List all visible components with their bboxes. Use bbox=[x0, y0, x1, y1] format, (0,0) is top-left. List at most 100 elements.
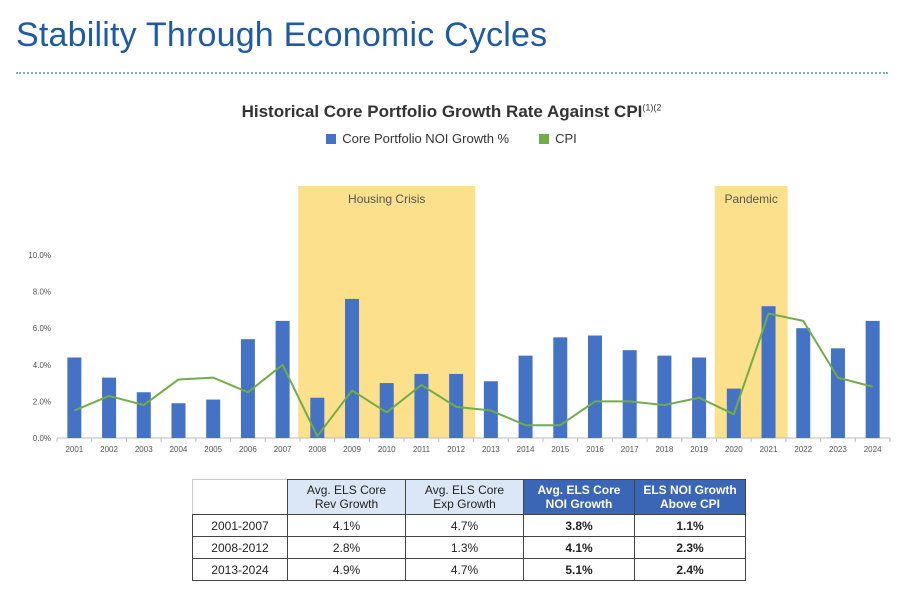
table-header-rev: Avg. ELS Core Rev Growth bbox=[287, 479, 406, 515]
chart-title: Historical Core Portfolio Growth Rate Ag… bbox=[0, 102, 903, 122]
x-tick-label: 2011 bbox=[413, 445, 431, 454]
x-tick-label: 2005 bbox=[204, 445, 222, 454]
legend-label-noi: Core Portfolio NOI Growth % bbox=[342, 131, 510, 146]
x-tick-label: 2002 bbox=[100, 445, 118, 454]
table-cell-exp: 1.3% bbox=[405, 536, 524, 559]
table-header-text: Exp Growth bbox=[433, 497, 496, 511]
summary-table: Avg. ELS Core Rev Growth Avg. ELS Core Exp… bbox=[192, 479, 746, 581]
x-tick-label: 2022 bbox=[794, 445, 812, 454]
table-cell-rev: 2.8% bbox=[287, 536, 406, 559]
table-cell-above: 1.1% bbox=[634, 514, 746, 537]
x-tick-label: 2015 bbox=[551, 445, 569, 454]
shaded-period bbox=[714, 186, 788, 438]
table-header-noi: Avg. ELS Core NOI Growth bbox=[523, 479, 635, 515]
bar-noi-growth bbox=[310, 397, 325, 438]
x-tick-label: 2003 bbox=[135, 445, 153, 454]
bar-noi-growth bbox=[761, 306, 776, 438]
table-cell-rev: 4.9% bbox=[287, 558, 406, 581]
title-divider bbox=[16, 72, 888, 74]
chart-plot: Housing Crisis Pandemic 0.0% 2.0% 4.0% 6.0% 8… bbox=[28, 186, 891, 454]
table-cell-period: 2008-2012 bbox=[192, 536, 288, 559]
table-header-text: NOI Growth bbox=[545, 497, 613, 511]
bar-noi-growth bbox=[622, 350, 637, 438]
x-tick-label: 2008 bbox=[308, 445, 326, 454]
bar-noi-growth bbox=[414, 373, 429, 438]
chart-title-text: Historical Core Portfolio Growth Rate Ag… bbox=[241, 102, 643, 121]
x-tick-label: 2013 bbox=[482, 445, 500, 454]
shaded-period-label: Pandemic bbox=[724, 192, 777, 206]
bar-noi-growth bbox=[67, 357, 82, 438]
legend-item-noi: Core Portfolio NOI Growth % bbox=[326, 131, 509, 146]
bar-noi-growth bbox=[587, 335, 602, 438]
table-header-text: Avg. ELS Core bbox=[424, 483, 505, 497]
bar-noi-growth bbox=[240, 339, 255, 438]
table-header-text: ELS NOI Growth bbox=[643, 483, 737, 497]
legend-label-cpi: CPI bbox=[555, 131, 577, 146]
x-tick-label: 2006 bbox=[239, 445, 257, 454]
table-header-row: Avg. ELS Core Rev Growth Avg. ELS Core Exp… bbox=[192, 479, 746, 515]
x-tick-label: 2004 bbox=[170, 445, 188, 454]
table-row: 2013-2024 4.9% 4.7% 5.1% 2.4% bbox=[192, 558, 746, 581]
table-header-text: Rev Growth bbox=[314, 497, 379, 511]
x-tick-label: 2017 bbox=[621, 445, 639, 454]
x-tick-label: 2024 bbox=[864, 445, 882, 454]
table-header-exp: Avg. ELS Core Exp Growth bbox=[405, 479, 524, 515]
bar-noi-growth bbox=[796, 328, 811, 438]
chart-title-footnote: (1)(2 bbox=[642, 102, 662, 113]
table-header-text: Above CPI bbox=[659, 497, 720, 511]
table-cell-above: 2.4% bbox=[634, 558, 746, 581]
shaded-period-label: Housing Crisis bbox=[348, 192, 425, 206]
bar-noi-growth bbox=[345, 298, 360, 438]
y-tick-label: 8.0% bbox=[33, 288, 51, 297]
x-tick-label: 2018 bbox=[655, 445, 673, 454]
legend-swatch-noi bbox=[326, 133, 337, 144]
y-tick-label: 6.0% bbox=[33, 324, 51, 333]
bar-noi-growth bbox=[136, 392, 151, 438]
x-tick-label: 2016 bbox=[586, 445, 604, 454]
x-tick-label: 2007 bbox=[274, 445, 292, 454]
table-header-above-cpi: ELS NOI Growth Above CPI bbox=[634, 479, 746, 515]
bar-noi-growth bbox=[865, 320, 880, 438]
table-header-blank bbox=[192, 479, 288, 515]
bar-noi-growth bbox=[830, 348, 845, 438]
table-cell-period: 2013-2024 bbox=[192, 558, 288, 581]
y-tick-label: 4.0% bbox=[33, 361, 51, 370]
bar-noi-growth bbox=[102, 377, 117, 438]
table-cell-above: 2.3% bbox=[634, 536, 746, 559]
y-tick-label: 0.0% bbox=[33, 434, 51, 443]
table-cell-noi: 5.1% bbox=[523, 558, 635, 581]
x-tick-label: 2010 bbox=[378, 445, 396, 454]
bar-noi-growth bbox=[379, 383, 394, 438]
x-tick-label: 2021 bbox=[760, 445, 778, 454]
bar-noi-growth bbox=[657, 355, 672, 438]
table-row: 2008-2012 2.8% 1.3% 4.1% 2.3% bbox=[192, 536, 746, 559]
y-tick-label: 2.0% bbox=[33, 397, 51, 406]
bar-noi-growth bbox=[275, 320, 290, 438]
table-cell-exp: 4.7% bbox=[405, 558, 524, 581]
table-header-text: Avg. ELS Core bbox=[306, 483, 387, 497]
x-tick-label: 2014 bbox=[517, 445, 535, 454]
x-tick-label: 2001 bbox=[65, 445, 83, 454]
bar-noi-growth bbox=[206, 399, 221, 438]
table-cell-noi: 3.8% bbox=[523, 514, 635, 537]
x-tick-label: 2020 bbox=[725, 445, 743, 454]
legend-item-cpi: CPI bbox=[539, 131, 577, 146]
table-cell-exp: 4.7% bbox=[405, 514, 524, 537]
chart-legend: Core Portfolio NOI Growth % CPI bbox=[0, 131, 903, 146]
table-cell-period: 2001-2007 bbox=[192, 514, 288, 537]
page-title: Stability Through Economic Cycles bbox=[16, 16, 548, 54]
table-header-text: Avg. ELS Core bbox=[537, 483, 621, 497]
legend-swatch-cpi bbox=[539, 133, 550, 144]
cpi-line bbox=[73, 312, 873, 438]
bar-noi-growth bbox=[553, 337, 568, 438]
table-cell-noi: 4.1% bbox=[523, 536, 635, 559]
x-tick-label: 2019 bbox=[690, 445, 708, 454]
x-tick-label: 2009 bbox=[343, 445, 361, 454]
bar-noi-growth bbox=[518, 355, 533, 438]
table-row: 2001-2007 4.1% 4.7% 3.8% 1.1% bbox=[192, 514, 746, 537]
table-cell-rev: 4.1% bbox=[287, 514, 406, 537]
x-tick-label: 2023 bbox=[829, 445, 847, 454]
bar-noi-growth bbox=[171, 403, 186, 438]
y-tick-label: 10.0% bbox=[28, 251, 51, 260]
x-tick-label: 2012 bbox=[447, 445, 465, 454]
